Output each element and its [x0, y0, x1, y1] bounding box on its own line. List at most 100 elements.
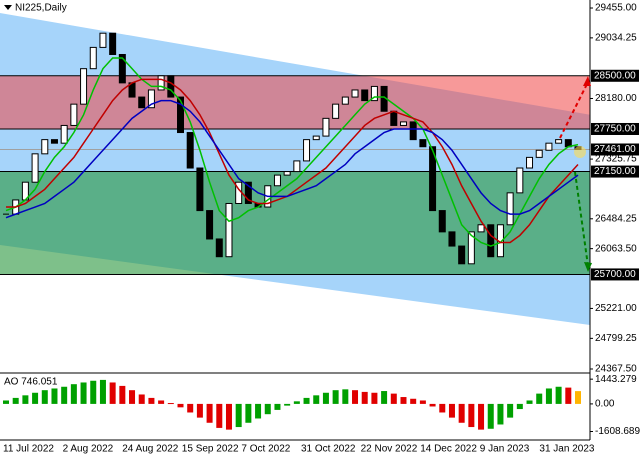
ao-bar: [516, 403, 523, 410]
zone: [0, 171, 590, 275]
candle: [535, 149, 543, 158]
ao-bar: [129, 390, 136, 404]
arrowhead: [584, 262, 592, 272]
level-label-box: [591, 143, 639, 156]
ao-bar: [216, 403, 223, 428]
candle: [516, 167, 524, 194]
candle: [303, 139, 311, 162]
candle: [526, 156, 534, 169]
y-tick-label: 1443.279: [595, 374, 637, 385]
ao-bar: [410, 398, 417, 404]
ao-bar: [526, 400, 533, 404]
ao-bar: [90, 380, 97, 404]
candle: [419, 139, 427, 148]
ao-bar: [419, 400, 426, 404]
ao-bar: [119, 385, 126, 404]
candle: [322, 117, 330, 137]
ao-bar: [507, 403, 514, 418]
x-tick-label: 24 Aug 2022: [122, 444, 179, 455]
candle: [429, 146, 437, 212]
y-tick-label: 29455.00: [595, 3, 637, 14]
x-tick-label: 14 Dec 2022: [420, 444, 477, 455]
ao-bar: [99, 379, 106, 404]
candle: [545, 142, 553, 151]
candle: [60, 124, 68, 144]
ao-bar: [3, 400, 9, 404]
candle: [167, 75, 175, 98]
candle: [467, 231, 475, 265]
chart-title: NI225,Daily: [15, 3, 67, 14]
y-tick-label: 25221.00: [595, 303, 637, 314]
indicator-label: AO 746.051: [4, 377, 58, 388]
ao-bar: [429, 403, 436, 407]
ao-bar: [235, 403, 242, 428]
ao-bar: [448, 403, 455, 418]
ao-bar: [565, 387, 572, 404]
ao-bar: [167, 403, 174, 405]
ao-bar: [352, 390, 359, 404]
y-tick-label: 28180.00: [595, 93, 637, 104]
candle: [487, 224, 495, 258]
ao-bar: [293, 401, 300, 404]
ao-bar: [158, 400, 165, 404]
y-tick-label: 0.00: [595, 399, 615, 410]
y-tick-label: 24799.25: [595, 333, 637, 344]
candle: [177, 96, 185, 134]
x-tick-label: 7 Oct 2022: [241, 444, 290, 455]
ao-bar: [32, 392, 39, 404]
candle: [206, 210, 214, 240]
candle: [215, 238, 223, 258]
ao-bar: [284, 403, 291, 406]
target-arrow-up: [559, 81, 589, 139]
candle: [293, 160, 301, 173]
y-tick-label: 29034.25: [595, 33, 637, 44]
ao-bar: [497, 403, 504, 425]
ao-bar: [187, 403, 194, 413]
indicator-panel: 1443.279 0.00 -1608.689 AO 746.051: [3, 374, 640, 437]
candle: [409, 121, 417, 141]
candle: [41, 139, 49, 155]
candle: [448, 231, 456, 247]
ao-bar: [255, 403, 262, 419]
x-tick-label: 22 Nov 2022: [361, 444, 418, 455]
y-tick-label: 26063.50: [595, 243, 637, 254]
target-arrow-down: [574, 171, 589, 267]
ao-bar: [109, 382, 116, 404]
y-tick-label: 27325.75: [595, 154, 637, 165]
ao-bar: [536, 393, 543, 404]
candle: [341, 96, 349, 105]
ao-bar: [138, 394, 145, 404]
candle: [89, 46, 97, 70]
candle: [118, 53, 126, 84]
candle: [312, 135, 320, 141]
ao-bar: [487, 403, 494, 429]
level-label: 27150.00: [594, 166, 636, 177]
moving-average: [5, 99, 579, 219]
ao-bar: [342, 389, 349, 404]
ao-bar: [41, 390, 48, 404]
ao-bar: [458, 403, 465, 423]
x-tick-label: 31 Jan 2023: [539, 444, 594, 455]
ao-bar: [61, 386, 68, 404]
ao-bar: [381, 391, 388, 404]
ao-bar: [555, 386, 562, 404]
candle: [138, 96, 146, 109]
ao-bar: [12, 397, 19, 404]
level-label: 25700.00: [594, 269, 636, 280]
level-label-box: [591, 69, 639, 82]
ao-bar: [545, 388, 552, 404]
candle: [196, 167, 204, 212]
ao-bar: [371, 392, 378, 404]
menu-icon[interactable]: [4, 5, 12, 10]
candle: [361, 89, 369, 102]
ao-bar: [80, 382, 87, 404]
ao-bar: [148, 397, 155, 404]
ao-bar: [332, 390, 339, 404]
arrowhead: [583, 76, 591, 86]
ao-bar: [468, 403, 475, 428]
ao-bar: [361, 391, 368, 404]
candle: [147, 89, 155, 109]
candle: [31, 153, 39, 183]
candle: [273, 174, 281, 187]
